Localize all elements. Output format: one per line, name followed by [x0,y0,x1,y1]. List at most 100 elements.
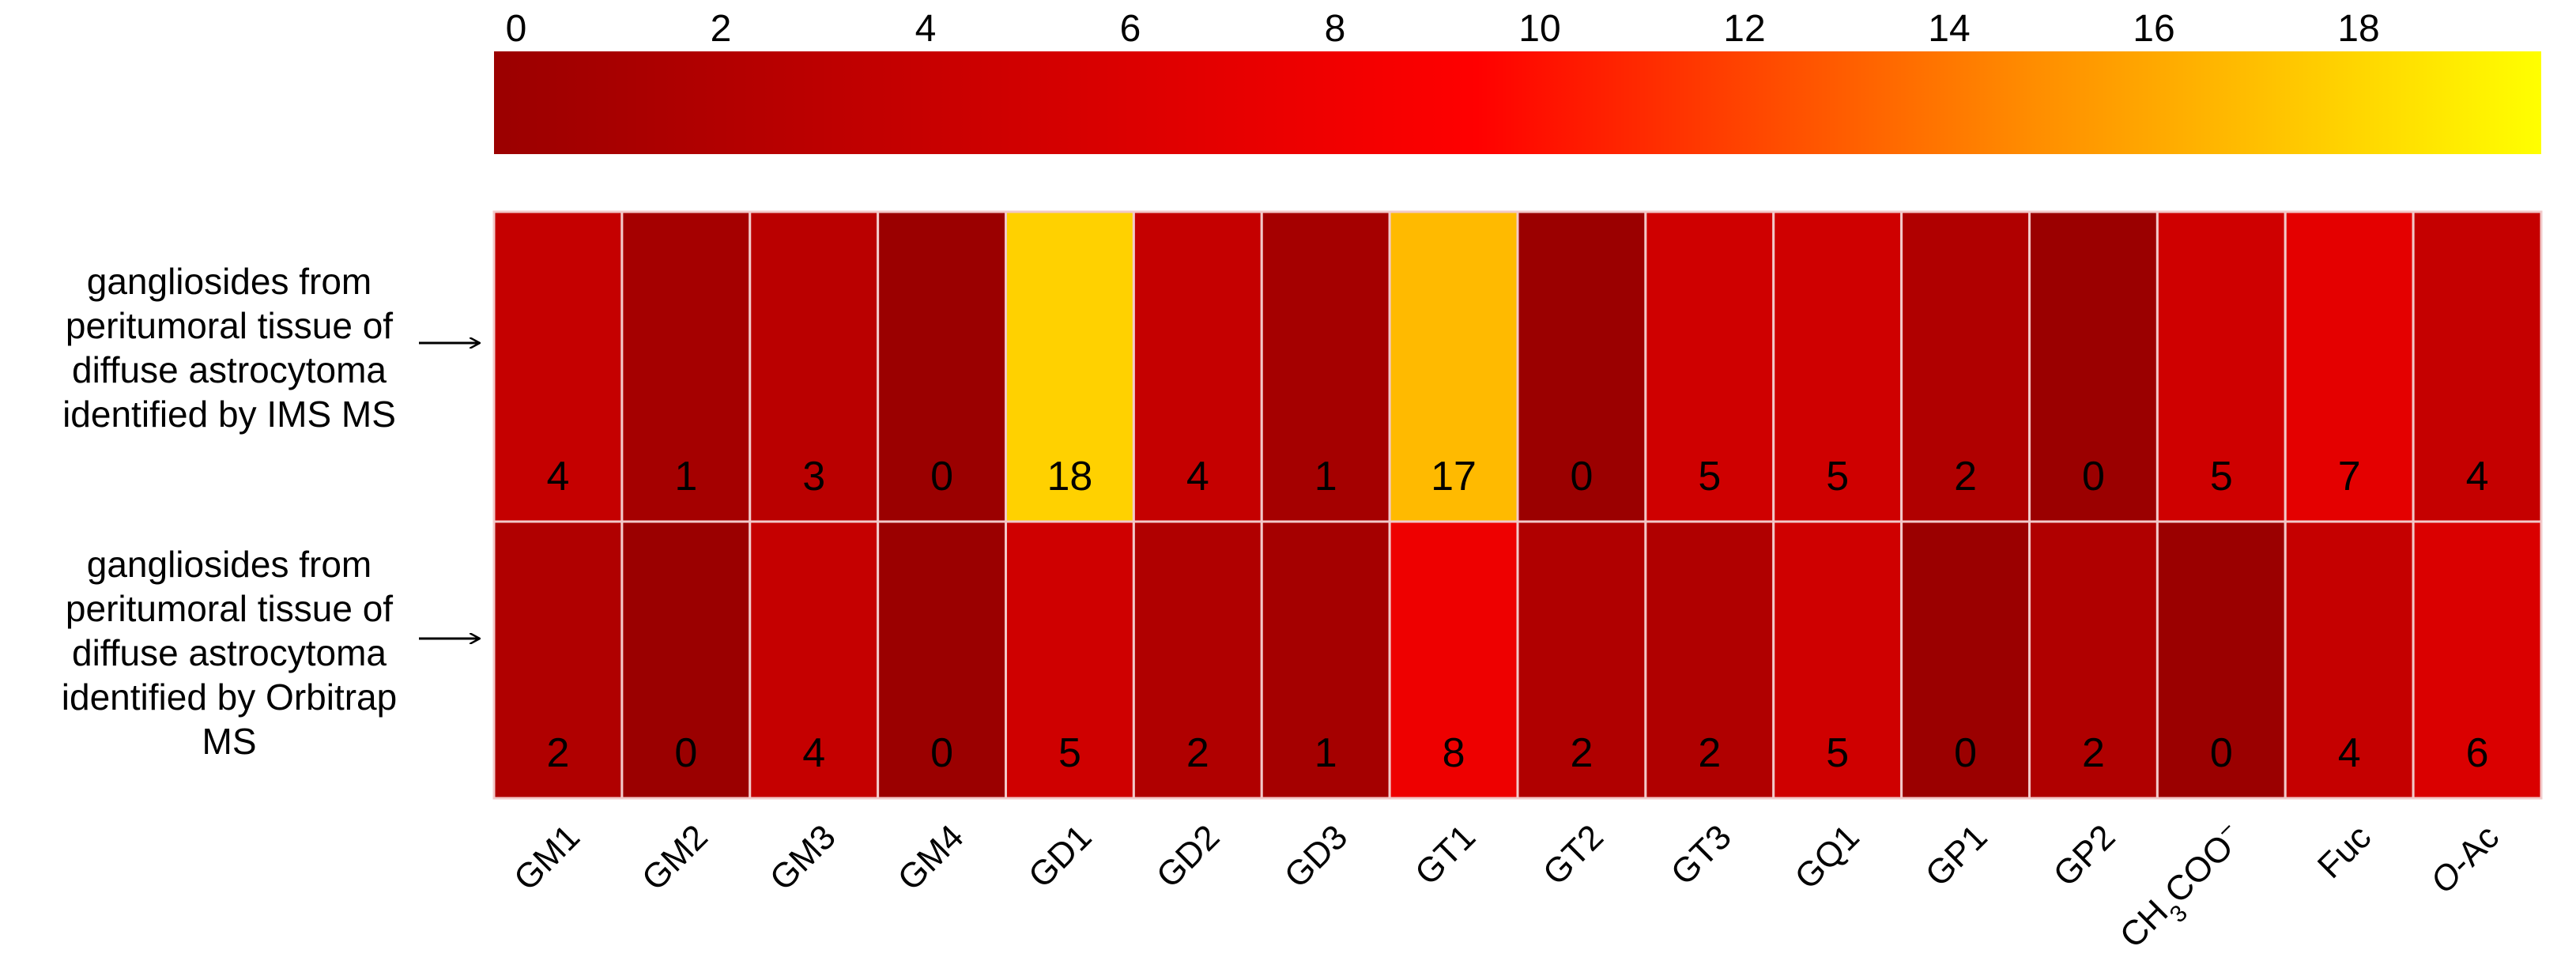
column-label: O-Ac [2423,817,2507,901]
heatmap-cell [1900,210,2031,523]
heatmap-cell [1132,520,1263,800]
heatmap-cell [1005,520,1135,800]
cell-value: 7 [2338,454,2361,499]
cell-value: 17 [1431,454,1477,499]
cell-value: 5 [1698,454,1721,499]
heatmap-cells: 4 1 3 0 18 4 1 17 0 5 5 2 0 5 7 42 0 4 0 5 2 1 8 2 2 5 0 2 0 4 6 [492,210,2543,800]
heatmap-row: 2 0 4 0 5 2 1 8 2 2 5 0 2 0 4 6 [492,520,2543,800]
heatmap-cell [877,210,1007,523]
colorbar-tick-label: 0 [506,8,527,50]
cell-value: 0 [930,730,953,776]
cell-value: 0 [674,730,697,776]
cell-value: 5 [1058,730,1081,776]
colorbar: 0 2 4 6 8 10 12 14 16 18 [494,8,2541,154]
cell-value: 2 [1954,454,1977,499]
cell-value: 5 [2210,454,2233,499]
heatmap-cell [2412,520,2543,800]
heatmap-cell [1772,520,1903,800]
row-label-line: identified by Orbitrap [62,676,397,718]
heatmap-cell [877,520,1007,800]
heatmap-cell [1132,210,1263,523]
column-labels: GM1 GM2 GM3 GM4 GD1 GD2 GD3 GT1 GT2 GT3 GQ1 GP1 GP2C… [507,816,2507,961]
colorbar-ticks: 0 2 4 6 8 10 12 14 16 18 [506,8,2380,50]
heatmap-cell [620,520,752,800]
column-label: GM2 [635,817,715,898]
heatmap-cell [492,210,624,523]
heatmap-cell [749,210,880,523]
cell-value: 5 [1826,454,1849,499]
cell-value: 0 [2082,454,2105,499]
cell-value: 4 [802,730,825,776]
cell-value: 0 [1570,454,1593,499]
cell-value: 1 [1314,730,1337,776]
row-label-line: MS [202,721,257,762]
cell-value: 18 [1047,454,1093,499]
cell-value: 4 [2338,730,2361,776]
column-label: GT3 [1664,817,1739,892]
heatmap-cell [1260,520,1391,800]
heatmap-cell [492,520,624,800]
colorbar-tick-label: 14 [1928,8,1970,50]
heatmap-row: 4 1 3 0 18 4 1 17 0 5 5 2 0 5 7 4 [492,210,2543,523]
colorbar-tick-label: 6 [1120,8,1141,50]
cell-value: 1 [1314,454,1337,499]
cell-value: 4 [546,454,569,499]
column-label: GM1 [507,817,587,898]
heatmap-cell [2284,520,2415,800]
heatmap-cell [1644,210,1775,523]
cell-value: 0 [930,454,953,499]
heatmap-cell [2155,520,2287,800]
column-label: GD1 [1021,817,1099,895]
cell-value: 4 [2466,454,2489,499]
heatmap-cell [1260,210,1391,523]
cell-value: 6 [2466,730,2489,776]
cell-value: 2 [1186,730,1209,776]
cell-value: 1 [674,454,697,499]
column-label: GT1 [1408,817,1483,892]
heatmap-cell [2155,210,2287,523]
colorbar-tick-label: 2 [711,8,732,50]
colorbar-tick-label: 12 [1723,8,1765,50]
cell-value: 2 [546,730,569,776]
colorbar-tick-label: 10 [1518,8,1560,50]
row-label-line: diffuse astrocytoma [72,632,387,673]
column-label: GD3 [1277,817,1356,895]
column-label: GM4 [891,817,971,898]
colorbar-gradient [494,51,2541,154]
column-label: GQ1 [1787,817,1866,896]
row-label-line: gangliosides from [87,544,372,585]
cell-value: 2 [1698,730,1721,776]
cell-value: 4 [1186,454,1209,499]
heatmap-cell [1772,210,1903,523]
cell-value: 2 [2082,730,2105,776]
colorbar-tick-label: 8 [1325,8,1346,50]
row-label-line: peritumoral tissue of [66,588,393,629]
heatmap-cell [1644,520,1775,800]
heatmap-cell [2284,210,2415,523]
colorbar-tick-label: 18 [2337,8,2379,50]
cell-value: 0 [2210,730,2233,776]
column-label: GD2 [1149,817,1228,895]
heatmap-cell [2028,210,2159,523]
colorbar-tick-label: 16 [2133,8,2174,50]
row-label-line: peritumoral tissue of [66,305,393,346]
column-label: Fuc [2310,817,2379,886]
column-label: GM3 [763,817,843,898]
row-label-line: diffuse astrocytoma [72,349,387,390]
cell-value: 3 [802,454,825,499]
row-label-line: gangliosides from [87,261,372,302]
column-label: CH3COO− [2110,816,2258,961]
column-label: GP2 [2046,817,2123,894]
heatmap-cell [2412,210,2543,523]
cell-value: 5 [1826,730,1849,776]
colorbar-tick-label: 4 [915,8,937,50]
row-label-line: identified by IMS MS [62,394,396,435]
cell-value: 2 [1570,730,1593,776]
heatmap-cell [620,210,752,523]
heatmap-cell [1388,520,1519,800]
column-label: GT2 [1536,817,1611,892]
